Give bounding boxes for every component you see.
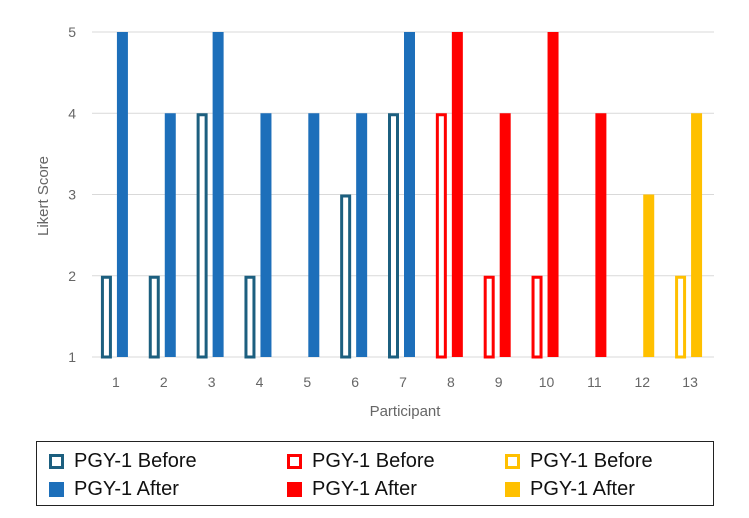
bar-after — [595, 113, 607, 357]
bar-before — [196, 113, 208, 359]
bar-before — [483, 275, 495, 359]
x-tick-label: 8 — [447, 374, 455, 390]
bar-after — [643, 194, 655, 357]
y-axis-label: Likert Score — [35, 156, 52, 236]
x-tick-labels: 1 2 3 4 5 6 7 8 9 10 11 12 13 — [112, 374, 698, 390]
legend-swatch — [287, 482, 302, 497]
bar-before — [531, 275, 543, 359]
y-tick-label: 2 — [68, 268, 76, 284]
legend-label: PGY-1 After — [312, 478, 417, 500]
y-tick-label: 1 — [68, 349, 76, 365]
x-tick-label: 10 — [539, 374, 555, 390]
legend-swatch — [505, 454, 520, 469]
legend-item: PGY-1 Before — [49, 450, 197, 473]
gridlines — [92, 31, 714, 358]
legend-item: PGY-1 After — [287, 478, 417, 501]
bar-after — [691, 113, 703, 357]
x-tick-label: 3 — [208, 374, 216, 390]
x-tick-label: 13 — [682, 374, 698, 390]
bar-after — [499, 113, 511, 357]
legend: PGY-1 Before PGY-1 Before PGY-1 Before P… — [36, 441, 714, 506]
legend-swatch — [287, 454, 302, 469]
legend-label: PGY-1 After — [530, 478, 635, 500]
bar-before — [148, 275, 160, 359]
legend-item: PGY-1 Before — [505, 450, 653, 473]
bar-before — [244, 275, 256, 359]
bar-after — [451, 32, 463, 357]
legend-swatch — [49, 482, 64, 497]
bar-before — [388, 113, 399, 359]
legend-swatch — [49, 454, 64, 469]
legend-item: PGY-1 After — [505, 478, 635, 501]
legend-label: PGY-1 Before — [74, 450, 197, 472]
legend-item: PGY-1 Before — [287, 450, 435, 473]
bar-before — [100, 275, 112, 359]
legend-label: PGY-1 After — [74, 478, 179, 500]
bar-after — [404, 32, 415, 357]
bar-after — [164, 113, 176, 357]
bar-before — [435, 113, 447, 359]
x-tick-label: 2 — [160, 374, 168, 390]
x-tick-label: 4 — [256, 374, 264, 390]
legend-label: PGY-1 Before — [530, 450, 653, 472]
x-tick-label: 5 — [303, 374, 311, 390]
bars — [100, 32, 703, 359]
x-tick-label: 12 — [634, 374, 650, 390]
legend-swatch — [505, 482, 520, 497]
bar-after — [356, 113, 368, 357]
legend-item: PGY-1 After — [49, 478, 179, 501]
x-tick-label: 11 — [587, 374, 602, 390]
x-tick-label: 9 — [495, 374, 503, 390]
bar-before — [340, 194, 352, 359]
x-tick-label: 7 — [399, 374, 407, 390]
bar-after — [547, 32, 559, 357]
x-tick-label: 6 — [351, 374, 359, 390]
y-tick-label: 4 — [68, 105, 76, 121]
legend-label: PGY-1 Before — [312, 450, 435, 472]
bar-after — [308, 113, 320, 357]
bar-before — [675, 275, 687, 359]
bar-after — [260, 113, 272, 357]
x-axis-label: Participant — [370, 403, 442, 420]
y-tick-label: 3 — [68, 187, 76, 203]
y-tick-label: 5 — [68, 24, 76, 40]
bar-after — [116, 32, 128, 357]
y-tick-labels: 1 2 3 4 5 — [68, 24, 76, 365]
x-tick-label: 1 — [112, 374, 120, 390]
bar-after — [212, 32, 224, 357]
